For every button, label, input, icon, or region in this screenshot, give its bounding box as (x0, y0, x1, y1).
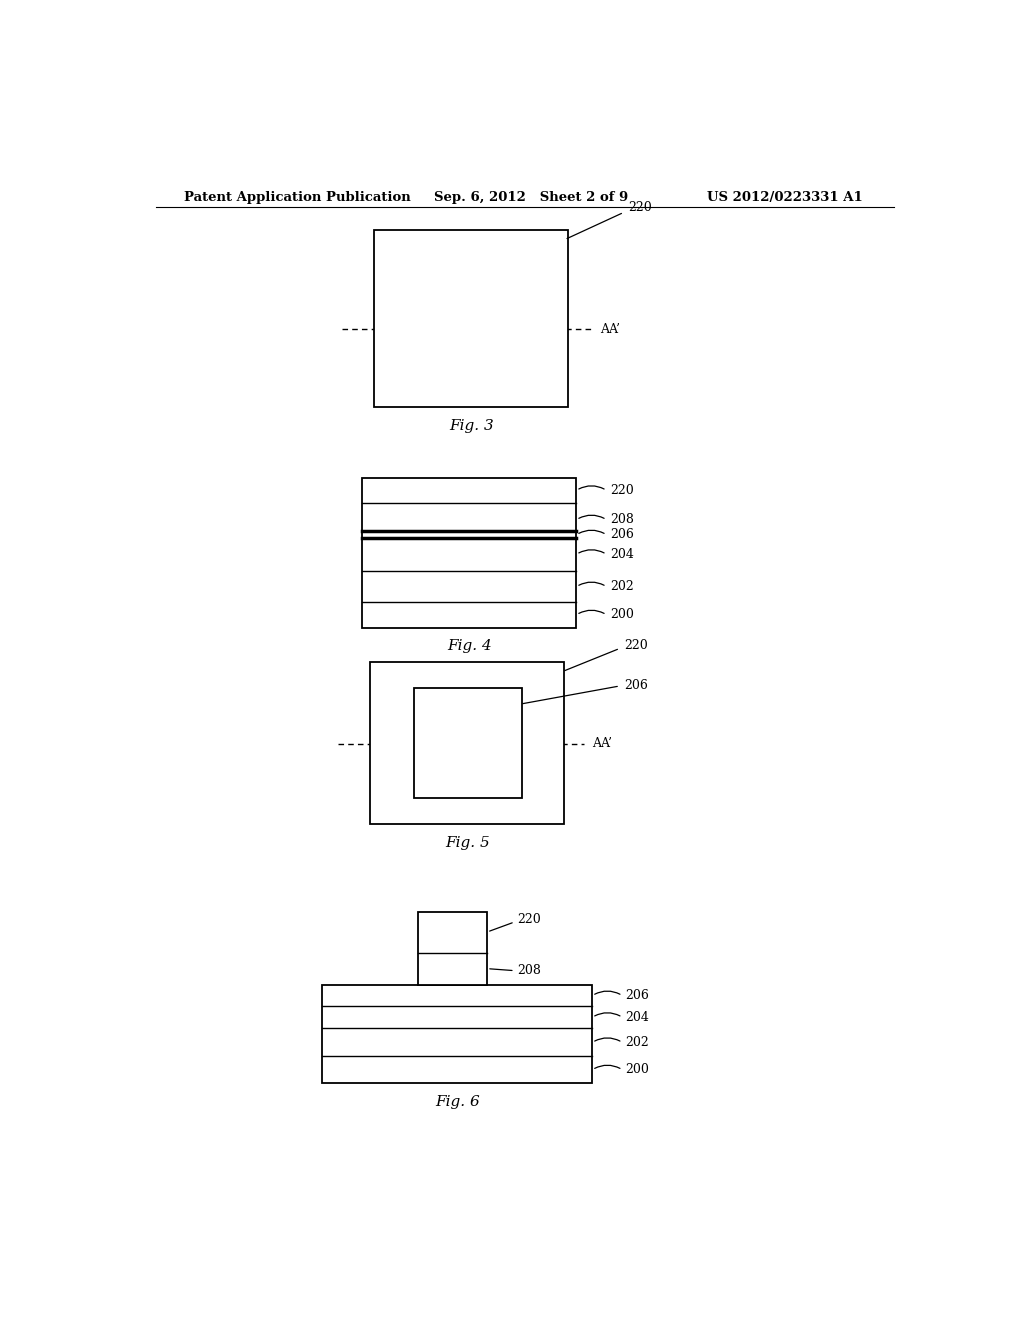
Text: 208: 208 (517, 964, 541, 977)
Text: 202: 202 (626, 1036, 649, 1049)
Bar (418, 912, 487, 985)
Text: 200: 200 (609, 609, 634, 622)
Text: AA’: AA’ (592, 737, 612, 750)
Text: AA’: AA’ (600, 322, 621, 335)
Text: Fig. 6: Fig. 6 (435, 1094, 479, 1109)
Text: 206: 206 (626, 989, 649, 1002)
Text: Fig. 4: Fig. 4 (446, 639, 492, 653)
Text: Fig. 3: Fig. 3 (449, 418, 494, 433)
Text: Fig. 5: Fig. 5 (444, 836, 489, 850)
Text: Patent Application Publication: Patent Application Publication (183, 190, 411, 203)
Text: 206: 206 (609, 528, 634, 541)
Bar (414, 688, 521, 799)
Text: 204: 204 (626, 1011, 649, 1024)
Text: 200: 200 (626, 1063, 649, 1076)
Bar (323, 985, 592, 1084)
Text: 206: 206 (624, 680, 648, 693)
Text: US 2012/0223331 A1: US 2012/0223331 A1 (708, 190, 863, 203)
Text: 220: 220 (609, 484, 634, 496)
Bar (370, 661, 564, 824)
Text: 208: 208 (609, 513, 634, 527)
Text: 220: 220 (628, 201, 651, 214)
Text: 202: 202 (609, 579, 634, 593)
Text: 220: 220 (517, 913, 541, 927)
Bar (362, 478, 577, 628)
Text: Sep. 6, 2012   Sheet 2 of 9: Sep. 6, 2012 Sheet 2 of 9 (433, 190, 628, 203)
Text: 204: 204 (609, 548, 634, 561)
Bar (374, 230, 568, 408)
Text: 220: 220 (624, 639, 648, 652)
